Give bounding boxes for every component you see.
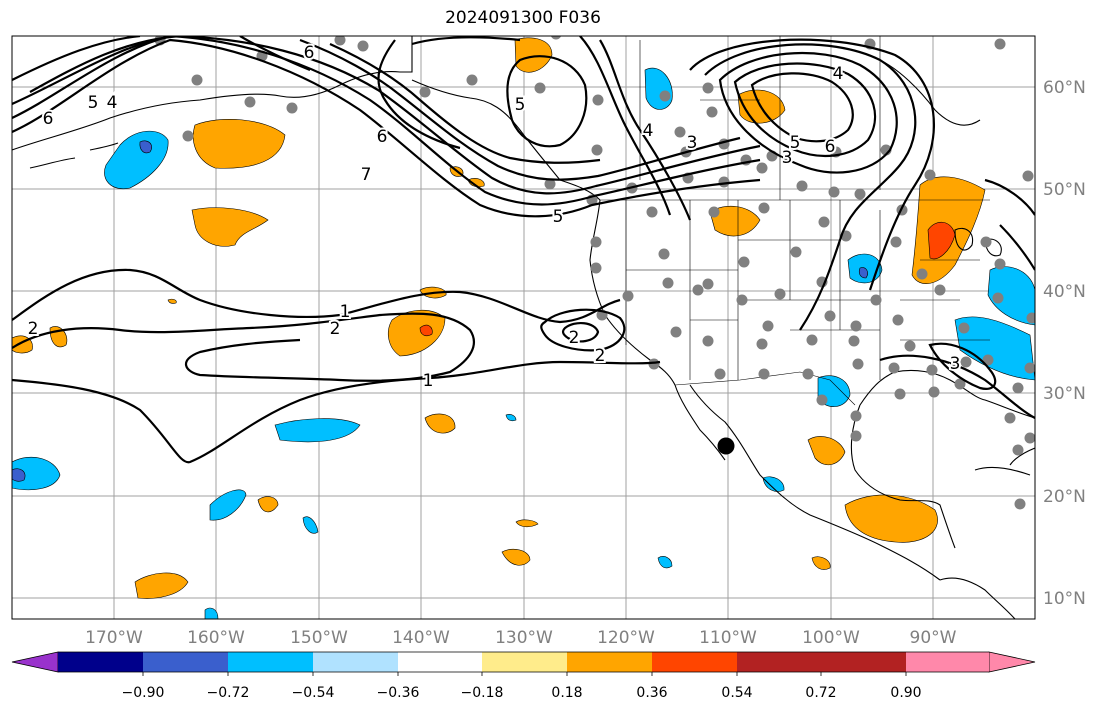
contour-label: 5 — [88, 93, 99, 113]
longitude-tick-label: 140°W — [392, 628, 450, 648]
colorbar-bin — [652, 652, 737, 672]
colorbar-bin — [567, 652, 652, 672]
contour-label: 4 — [107, 93, 118, 113]
longitude-tick-label: 150°W — [290, 628, 348, 648]
contour-label: 2 — [28, 319, 39, 339]
colorbar-extend-max — [988, 651, 1036, 673]
colorbar-extend-min — [11, 651, 59, 673]
latitude-tick-label: 60°N — [1043, 78, 1086, 98]
latitude-axis: 60°N 50°N 40°N 30°N 20°N 10°N — [1043, 78, 1086, 609]
contour-label: 4 — [833, 64, 844, 84]
contour-label: 2 — [569, 328, 580, 348]
colorbar-bin — [398, 652, 482, 672]
colorbar-bin — [482, 652, 567, 672]
colorbar-bin — [821, 652, 906, 672]
contour-labels: 6 5 4 6 5 6 7 5 5 4 3 3 4 5 6 1 2 2 1 2 … — [26, 2, 963, 393]
longitude-axis: 170°W 160°W 150°W 140°W 130°W 120°W 110°… — [85, 628, 957, 648]
colorbar-tick-label: −0.90 — [122, 685, 165, 701]
contour-label: 1 — [423, 371, 434, 391]
colorbar-tick-label: −0.18 — [461, 685, 504, 701]
map-title: 2024091300 F036 — [445, 8, 601, 28]
shaded-anomalies — [12, 37, 1035, 619]
contour-label: 6 — [43, 109, 54, 129]
colorbar-tick-label: 0.54 — [721, 685, 752, 701]
latitude-tick-label: 40°N — [1043, 282, 1086, 302]
latitude-tick-label: 50°N — [1043, 180, 1086, 200]
longitude-tick-label: 130°W — [495, 628, 553, 648]
longitude-tick-label: 90°W — [910, 628, 957, 648]
longitude-tick-label: 100°W — [802, 628, 860, 648]
colorbar: −0.90 −0.72 −0.54 −0.36 −0.18 0.18 0.36 … — [11, 651, 1036, 701]
colorbar-tick-label: 0.72 — [805, 685, 836, 701]
contour-label: 5 — [790, 133, 801, 153]
colorbar-tick-label: 0.90 — [890, 685, 921, 701]
latitude-tick-label: 30°N — [1043, 384, 1086, 404]
map-frame — [11, 35, 1036, 620]
longitude-tick-label: 120°W — [597, 628, 655, 648]
contour-label: 3 — [782, 148, 793, 168]
colorbar-tick-label: −0.72 — [207, 685, 250, 701]
colorbar-bin — [313, 652, 398, 672]
colorbar-bin — [737, 652, 821, 672]
colorbar-bin — [228, 652, 313, 672]
colorbar-bin — [58, 652, 143, 672]
colorbar-bin — [906, 652, 989, 672]
contour-label: 1 — [340, 302, 351, 322]
contour-label: 3 — [687, 133, 698, 153]
highlighted-point-marker — [717, 437, 735, 455]
contour-label: 2 — [330, 319, 341, 339]
political-boundaries — [600, 36, 990, 406]
longitude-tick-label: 160°W — [187, 628, 245, 648]
colorbar-tick-label: 0.18 — [551, 685, 582, 701]
contour-label: 7 — [361, 165, 372, 185]
colorbar-tick-label: −0.54 — [292, 685, 335, 701]
contour-label: 6 — [825, 137, 836, 157]
contour-label: 5 — [515, 95, 526, 115]
colorbar-tick-label: 0.36 — [636, 685, 667, 701]
contour-label: 3 — [950, 354, 961, 374]
colorbar-tick-label: −0.36 — [377, 685, 420, 701]
longitude-tick-label: 110°W — [699, 628, 757, 648]
colorbar-bin — [143, 652, 228, 672]
latitude-tick-label: 10°N — [1043, 589, 1086, 609]
contour-label: 2 — [595, 346, 606, 366]
latitude-tick-label: 20°N — [1043, 487, 1086, 507]
contour-lines — [12, 36, 1035, 464]
contour-label: 4 — [643, 121, 654, 141]
longitude-tick-label: 170°W — [85, 628, 143, 648]
contour-label: 6 — [377, 127, 388, 147]
contour-label: 5 — [376, 2, 387, 22]
contour-label: 5 — [553, 207, 564, 227]
contour-label: 6 — [304, 43, 315, 63]
